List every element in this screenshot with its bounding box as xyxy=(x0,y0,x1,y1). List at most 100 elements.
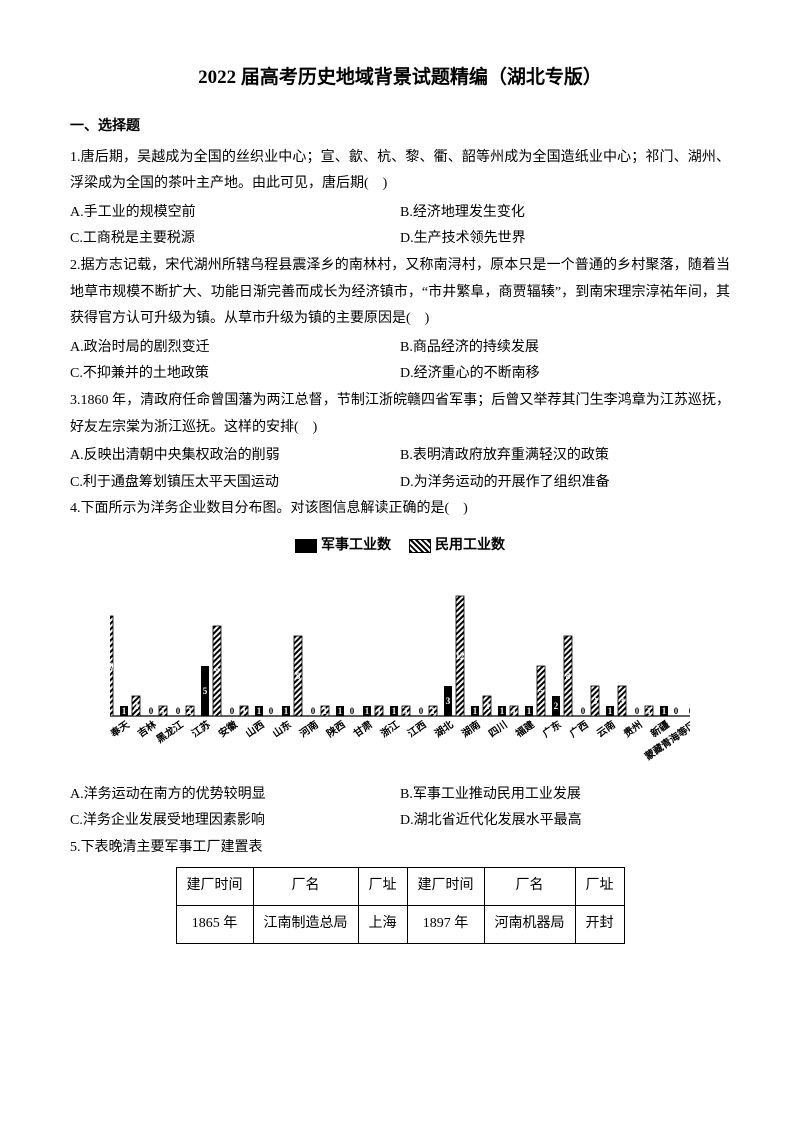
bar-chart: 510直隶12奉天01吉林01黑龙江59江苏01安徽10山西18山东01河南10… xyxy=(110,566,690,776)
svg-text:2: 2 xyxy=(134,701,139,711)
q3-text: 3.1860 年，清政府任命曾国藩为两江总督，节制江浙皖赣四省军事；后曾又举荐其… xyxy=(70,388,730,441)
q4-text: 4.下面所示为洋务企业数目分布图。对该图信息解读正确的是( ) xyxy=(70,496,730,523)
svg-text:1: 1 xyxy=(323,706,328,716)
svg-text:1: 1 xyxy=(512,706,517,716)
q2-a: A.政治时局的剧烈变迁 xyxy=(70,335,400,362)
th-0: 建厂时间 xyxy=(176,868,253,906)
svg-text:2: 2 xyxy=(554,701,559,711)
q3-options-row1: A.反映出清朝中央集权政治的削弱 B.表明清政府放弃重满轻汉的政策 xyxy=(70,443,730,470)
svg-text:0: 0 xyxy=(674,706,679,716)
svg-text:12: 12 xyxy=(456,651,466,661)
svg-text:1: 1 xyxy=(365,706,370,716)
svg-text:广西: 广西 xyxy=(567,717,591,739)
svg-text:浙江: 浙江 xyxy=(378,717,402,739)
page-title: 2022 届高考历史地域背景试题精编（湖北专版） xyxy=(70,60,730,96)
q2-options-row1: A.政治时局的剧烈变迁 B.商品经济的持续发展 xyxy=(70,335,730,362)
q4-options-row1: A.洋务运动在南方的优势较明显 B.军事工业推动民用工业发展 xyxy=(70,782,730,809)
q2-c: C.不抑兼并的土地政策 xyxy=(70,361,400,388)
q1-b: B.经济地理发生变化 xyxy=(400,200,730,227)
q2-text: 2.据方志记载，宋代湖州所辖乌程县震泽乡的南林村，又称南浔村，原本只是一个普通的… xyxy=(70,253,730,333)
q1-d: D.生产技术领先世界 xyxy=(400,226,730,253)
svg-text:0: 0 xyxy=(311,706,316,716)
q3-options-row2: C.利于通盘筹划镇压太平天国运动 D.为洋务运动的开展作了组织准备 xyxy=(70,470,730,497)
svg-text:湖南: 湖南 xyxy=(459,717,483,739)
svg-text:山东: 山东 xyxy=(270,717,294,739)
svg-text:江苏: 江苏 xyxy=(189,717,213,739)
svg-text:江西: 江西 xyxy=(405,717,429,739)
svg-text:0: 0 xyxy=(350,706,355,716)
svg-text:1: 1 xyxy=(473,706,478,716)
svg-text:1: 1 xyxy=(647,706,652,716)
chart-container: 军事工业数 民用工业数 510直隶12奉天01吉林01黑龙江59江苏01安徽10… xyxy=(70,533,730,776)
svg-text:1: 1 xyxy=(527,706,532,716)
q3-c: C.利于通盘筹划镇压太平天国运动 xyxy=(70,470,400,497)
th-1: 厂名 xyxy=(253,868,358,906)
q4-d: D.湖北省近代化发展水平最高 xyxy=(400,808,730,835)
legend-civil: 民用工业数 xyxy=(409,533,505,560)
td-4: 河南机器局 xyxy=(484,905,575,943)
q1-options-row2: C.工商税是主要税源 D.生产技术领先世界 xyxy=(70,226,730,253)
svg-text:9: 9 xyxy=(215,666,220,676)
td-2: 上海 xyxy=(358,905,407,943)
svg-text:安徽: 安徽 xyxy=(216,717,241,740)
svg-text:0: 0 xyxy=(419,706,424,716)
legend-military-label: 军事工业数 xyxy=(321,533,391,560)
svg-text:1: 1 xyxy=(608,706,613,716)
svg-text:奉天: 奉天 xyxy=(110,717,133,740)
td-5: 开封 xyxy=(575,905,624,943)
svg-text:1: 1 xyxy=(392,706,397,716)
td-0: 1865 年 xyxy=(176,905,253,943)
svg-text:1: 1 xyxy=(242,706,247,716)
q4-c: C.洋务企业发展受地理因素影响 xyxy=(70,808,400,835)
q4-a: A.洋务运动在南方的优势较明显 xyxy=(70,782,400,809)
svg-text:1: 1 xyxy=(257,706,262,716)
q5-text: 5.下表晚清主要军事工厂建置表 xyxy=(70,835,730,862)
q3-a: A.反映出清朝中央集权政治的削弱 xyxy=(70,443,400,470)
svg-text:1: 1 xyxy=(500,706,505,716)
legend-military: 军事工业数 xyxy=(295,533,391,560)
q1-options-row1: A.手工业的规模空前 B.经济地理发生变化 xyxy=(70,200,730,227)
q1-text: 1.唐后期，吴越成为全国的丝织业中心；宣、歙、杭、黎、衢、韶等州成为全国造纸业中… xyxy=(70,145,730,198)
q4-b: B.军事工业推动民用工业发展 xyxy=(400,782,730,809)
svg-text:贵州: 贵州 xyxy=(621,717,645,739)
svg-text:黑龙江: 黑龙江 xyxy=(154,717,186,745)
svg-text:1: 1 xyxy=(377,706,382,716)
svg-text:1: 1 xyxy=(284,706,289,716)
table-row: 1865 年 江南制造总局 上海 1897 年 河南机器局 开封 xyxy=(176,905,624,943)
legend-civil-label: 民用工业数 xyxy=(435,533,505,560)
svg-text:3: 3 xyxy=(593,696,598,706)
q3-b: B.表明清政府放弃重满轻汉的政策 xyxy=(400,443,730,470)
svg-text:陕西: 陕西 xyxy=(324,717,348,739)
svg-text:四川: 四川 xyxy=(486,718,509,739)
svg-text:山西: 山西 xyxy=(243,717,267,739)
td-1: 江南制造总局 xyxy=(253,905,358,943)
svg-text:5: 5 xyxy=(203,686,208,696)
svg-text:0: 0 xyxy=(176,706,181,716)
svg-text:3: 3 xyxy=(446,696,451,706)
q1-c: C.工商税是主要税源 xyxy=(70,226,400,253)
svg-text:8: 8 xyxy=(296,671,301,681)
svg-text:甘肃: 甘肃 xyxy=(351,717,375,739)
td-3: 1897 年 xyxy=(407,905,484,943)
svg-text:1: 1 xyxy=(188,706,193,716)
svg-text:8: 8 xyxy=(566,671,571,681)
q2-b: B.商品经济的持续发展 xyxy=(400,335,730,362)
legend-box-military xyxy=(295,539,317,553)
svg-text:福建: 福建 xyxy=(512,717,537,740)
q1-a: A.手工业的规模空前 xyxy=(70,200,400,227)
factory-table: 建厂时间 厂名 厂址 建厂时间 厂名 厂址 1865 年 江南制造总局 上海 1… xyxy=(176,867,625,943)
chart-legend: 军事工业数 民用工业数 xyxy=(295,533,505,560)
svg-text:5: 5 xyxy=(539,686,544,696)
table-header-row: 建厂时间 厂名 厂址 建厂时间 厂名 厂址 xyxy=(176,868,624,906)
q2-options-row2: C.不抑兼并的土地政策 D.经济重心的不断南移 xyxy=(70,361,730,388)
svg-text:1: 1 xyxy=(338,706,343,716)
th-4: 厂名 xyxy=(484,868,575,906)
svg-text:10: 10 xyxy=(110,661,114,671)
svg-text:云南: 云南 xyxy=(594,717,618,739)
svg-text:0: 0 xyxy=(230,706,235,716)
svg-text:1: 1 xyxy=(404,706,409,716)
section-heading: 一、选择题 xyxy=(70,114,730,141)
q3-d: D.为洋务运动的开展作了组织准备 xyxy=(400,470,730,497)
svg-text:1: 1 xyxy=(431,706,436,716)
svg-text:0: 0 xyxy=(581,706,586,716)
